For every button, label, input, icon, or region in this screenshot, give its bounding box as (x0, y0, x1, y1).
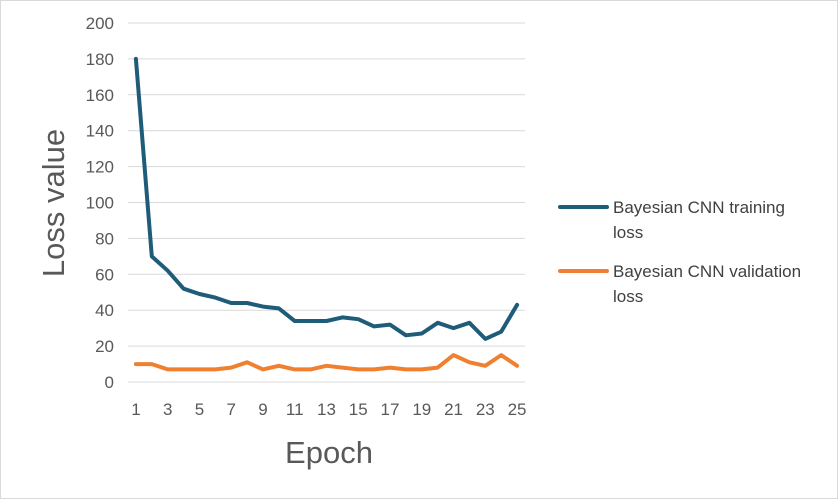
legend-label: loss (613, 287, 643, 306)
x-tick-label: 7 (226, 400, 235, 419)
y-tick-label: 100 (86, 194, 114, 213)
x-tick-label: 17 (381, 400, 400, 419)
y-axis-ticks: 0 20 40 60 80 100 120 140 160 180 200 (86, 14, 114, 392)
legend-label: loss (613, 223, 643, 242)
x-tick-label: 1 (131, 400, 140, 419)
series-line-training (133, 56, 520, 341)
gridlines (128, 22, 525, 383)
y-tick-label: 180 (86, 50, 114, 69)
legend-entry: Bayesian CNN training loss (558, 198, 785, 242)
y-tick-label: 60 (95, 265, 114, 284)
y-tick-label: 80 (95, 229, 114, 248)
y-tick-label: 120 (86, 158, 114, 177)
x-tick-label: 9 (258, 400, 267, 419)
y-tick-label: 160 (86, 86, 114, 105)
series-line-validation (133, 353, 520, 372)
legend-entry: Bayesian CNN validation loss (558, 262, 801, 306)
x-tick-label: 3 (163, 400, 172, 419)
x-tick-label: 11 (286, 400, 304, 419)
x-tick-label: 19 (412, 400, 431, 419)
y-tick-label: 140 (86, 122, 114, 141)
x-tick-label: 21 (444, 400, 463, 419)
y-tick-label: 200 (86, 14, 114, 33)
x-axis-title: Epoch (285, 435, 373, 470)
y-axis-title: Loss value (36, 129, 71, 277)
legend-label: Bayesian CNN validation (613, 262, 801, 281)
x-tick-label: 13 (317, 400, 336, 419)
x-tick-label: 23 (476, 400, 495, 419)
x-axis-ticks: 1 3 5 7 9 11 13 15 17 19 21 23 25 (131, 400, 526, 419)
series-lines (133, 56, 520, 372)
x-tick-label: 5 (195, 400, 204, 419)
x-tick-label: 15 (349, 400, 368, 419)
y-tick-label: 0 (105, 373, 114, 392)
y-tick-label: 40 (95, 301, 114, 320)
legend-label: Bayesian CNN training (613, 198, 785, 217)
x-tick-label: 25 (508, 400, 527, 419)
y-tick-label: 20 (95, 337, 114, 356)
